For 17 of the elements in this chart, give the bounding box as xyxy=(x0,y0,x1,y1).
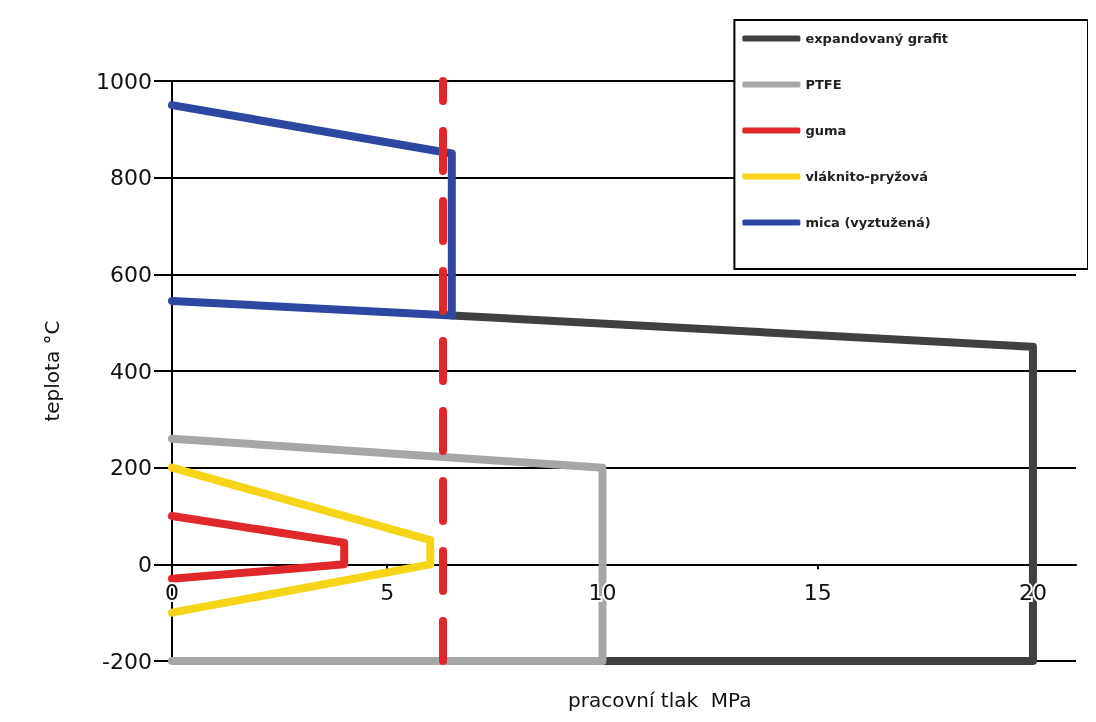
legend-label: mica (vyztužená) xyxy=(805,215,931,230)
legend-label: vláknito-pryžová xyxy=(805,169,928,184)
legend-label: guma xyxy=(805,123,847,138)
y-tick-label: 0 xyxy=(138,551,152,577)
y-axis-title: teplota °C xyxy=(40,320,64,422)
y-tick-label: 1000 xyxy=(96,68,152,94)
legend-label: PTFE xyxy=(805,77,842,92)
y-tick-label: 600 xyxy=(110,261,152,287)
y-tick-label: 400 xyxy=(110,358,152,384)
x-tick-label: 15 xyxy=(803,579,832,605)
x-tick-label: 5 xyxy=(380,579,395,605)
y-tick-label: 200 xyxy=(110,455,152,481)
x-tick-label: 10 xyxy=(588,579,617,605)
legend-label: expandovaný grafit xyxy=(805,31,949,46)
y-tick-label: -200 xyxy=(102,648,152,674)
y-tick-label: 800 xyxy=(110,165,152,191)
x-axis-title: pracovní tlak MPa xyxy=(568,688,752,712)
